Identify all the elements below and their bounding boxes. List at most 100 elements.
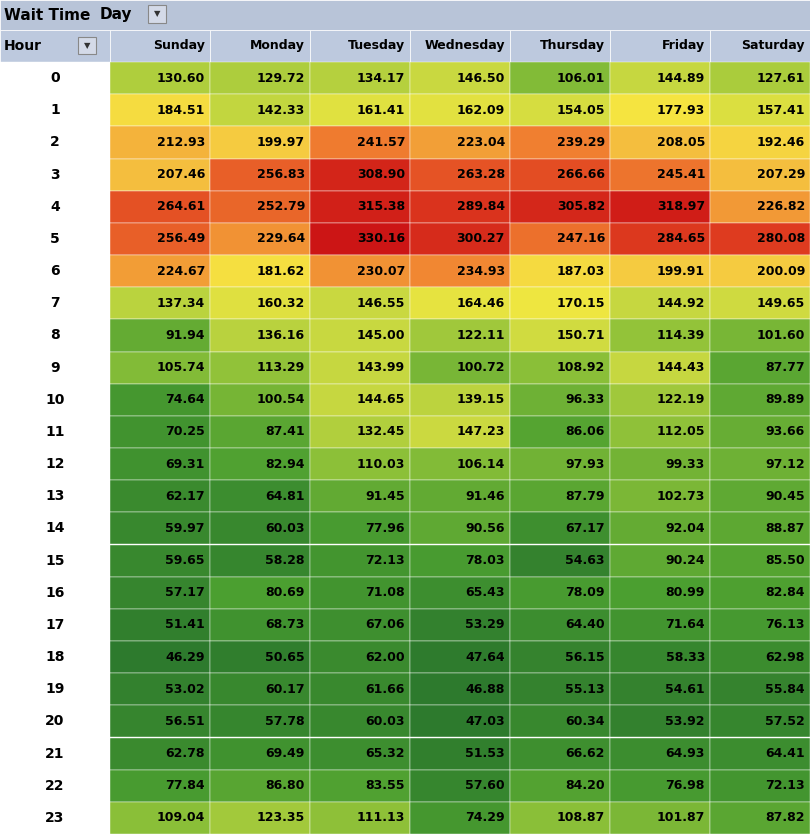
Text: 7: 7 — [50, 296, 60, 310]
Text: 207.46: 207.46 — [156, 168, 205, 181]
FancyBboxPatch shape — [610, 62, 710, 94]
Text: 62.00: 62.00 — [365, 651, 405, 664]
FancyBboxPatch shape — [510, 480, 610, 512]
FancyBboxPatch shape — [410, 94, 510, 126]
Text: 66.62: 66.62 — [565, 747, 605, 760]
Text: 144.89: 144.89 — [657, 72, 705, 84]
Text: 208.05: 208.05 — [657, 136, 705, 149]
FancyBboxPatch shape — [0, 126, 110, 158]
FancyBboxPatch shape — [410, 30, 510, 62]
Text: Hour: Hour — [4, 39, 42, 53]
Text: Monday: Monday — [250, 39, 305, 53]
FancyBboxPatch shape — [710, 319, 810, 351]
FancyBboxPatch shape — [110, 30, 210, 62]
FancyBboxPatch shape — [310, 126, 410, 158]
Text: 144.65: 144.65 — [356, 394, 405, 406]
FancyBboxPatch shape — [210, 512, 310, 545]
FancyBboxPatch shape — [0, 319, 110, 351]
Text: 55.84: 55.84 — [765, 683, 805, 696]
Text: 90.45: 90.45 — [765, 490, 805, 503]
Text: Day: Day — [100, 8, 133, 23]
Text: 69.49: 69.49 — [266, 747, 305, 760]
FancyBboxPatch shape — [210, 448, 310, 480]
FancyBboxPatch shape — [510, 706, 610, 737]
FancyBboxPatch shape — [210, 287, 310, 319]
FancyBboxPatch shape — [110, 801, 210, 834]
FancyBboxPatch shape — [310, 448, 410, 480]
Text: 181.62: 181.62 — [257, 264, 305, 278]
FancyBboxPatch shape — [510, 384, 610, 416]
FancyBboxPatch shape — [110, 737, 210, 770]
FancyBboxPatch shape — [410, 319, 510, 351]
Text: 308.90: 308.90 — [357, 168, 405, 181]
Text: 89.89: 89.89 — [765, 394, 805, 406]
FancyBboxPatch shape — [310, 191, 410, 223]
Text: 57.60: 57.60 — [466, 779, 505, 792]
FancyBboxPatch shape — [110, 126, 210, 158]
FancyBboxPatch shape — [510, 62, 610, 94]
FancyBboxPatch shape — [110, 319, 210, 351]
Text: 60.03: 60.03 — [266, 522, 305, 535]
FancyBboxPatch shape — [310, 351, 410, 384]
FancyBboxPatch shape — [610, 30, 710, 62]
FancyBboxPatch shape — [310, 158, 410, 191]
Text: 78.09: 78.09 — [565, 586, 605, 600]
FancyBboxPatch shape — [410, 351, 510, 384]
FancyBboxPatch shape — [210, 30, 310, 62]
FancyBboxPatch shape — [510, 512, 610, 545]
FancyBboxPatch shape — [210, 191, 310, 223]
FancyBboxPatch shape — [710, 94, 810, 126]
Text: 87.82: 87.82 — [765, 811, 805, 825]
FancyBboxPatch shape — [410, 384, 510, 416]
FancyBboxPatch shape — [710, 30, 810, 62]
FancyBboxPatch shape — [0, 255, 110, 287]
Text: 229.64: 229.64 — [257, 233, 305, 245]
FancyBboxPatch shape — [710, 480, 810, 512]
Text: 129.72: 129.72 — [257, 72, 305, 84]
FancyBboxPatch shape — [310, 223, 410, 255]
Text: 199.97: 199.97 — [257, 136, 305, 149]
FancyBboxPatch shape — [410, 158, 510, 191]
Text: 83.55: 83.55 — [365, 779, 405, 792]
FancyBboxPatch shape — [110, 351, 210, 384]
FancyBboxPatch shape — [148, 5, 166, 23]
FancyBboxPatch shape — [510, 641, 610, 673]
Text: 142.33: 142.33 — [257, 103, 305, 117]
Text: 143.99: 143.99 — [357, 361, 405, 374]
FancyBboxPatch shape — [310, 384, 410, 416]
FancyBboxPatch shape — [410, 62, 510, 94]
FancyBboxPatch shape — [710, 255, 810, 287]
Text: 55.13: 55.13 — [565, 683, 605, 696]
Text: 1: 1 — [50, 103, 60, 118]
FancyBboxPatch shape — [110, 62, 210, 94]
FancyBboxPatch shape — [0, 770, 110, 801]
FancyBboxPatch shape — [0, 287, 110, 319]
FancyBboxPatch shape — [310, 319, 410, 351]
Text: 108.87: 108.87 — [556, 811, 605, 825]
Text: 15: 15 — [45, 554, 65, 568]
FancyBboxPatch shape — [0, 0, 810, 30]
Text: 145.00: 145.00 — [356, 329, 405, 342]
Text: 224.67: 224.67 — [156, 264, 205, 278]
FancyBboxPatch shape — [310, 770, 410, 801]
Text: 146.50: 146.50 — [457, 72, 505, 84]
Text: 60.17: 60.17 — [266, 683, 305, 696]
Text: 60.34: 60.34 — [565, 715, 605, 728]
Text: 127.61: 127.61 — [757, 72, 805, 84]
Text: 90.56: 90.56 — [466, 522, 505, 535]
FancyBboxPatch shape — [310, 416, 410, 448]
FancyBboxPatch shape — [610, 545, 710, 576]
Text: 239.29: 239.29 — [557, 136, 605, 149]
Text: 100.54: 100.54 — [257, 394, 305, 406]
FancyBboxPatch shape — [510, 255, 610, 287]
Text: 11: 11 — [45, 425, 65, 439]
Text: 226.82: 226.82 — [757, 200, 805, 214]
FancyBboxPatch shape — [510, 770, 610, 801]
Text: 2: 2 — [50, 135, 60, 149]
Text: 54.63: 54.63 — [565, 554, 605, 567]
FancyBboxPatch shape — [410, 448, 510, 480]
Text: 87.79: 87.79 — [565, 490, 605, 503]
Text: 110.03: 110.03 — [356, 458, 405, 470]
Text: 3: 3 — [50, 168, 60, 182]
FancyBboxPatch shape — [710, 737, 810, 770]
